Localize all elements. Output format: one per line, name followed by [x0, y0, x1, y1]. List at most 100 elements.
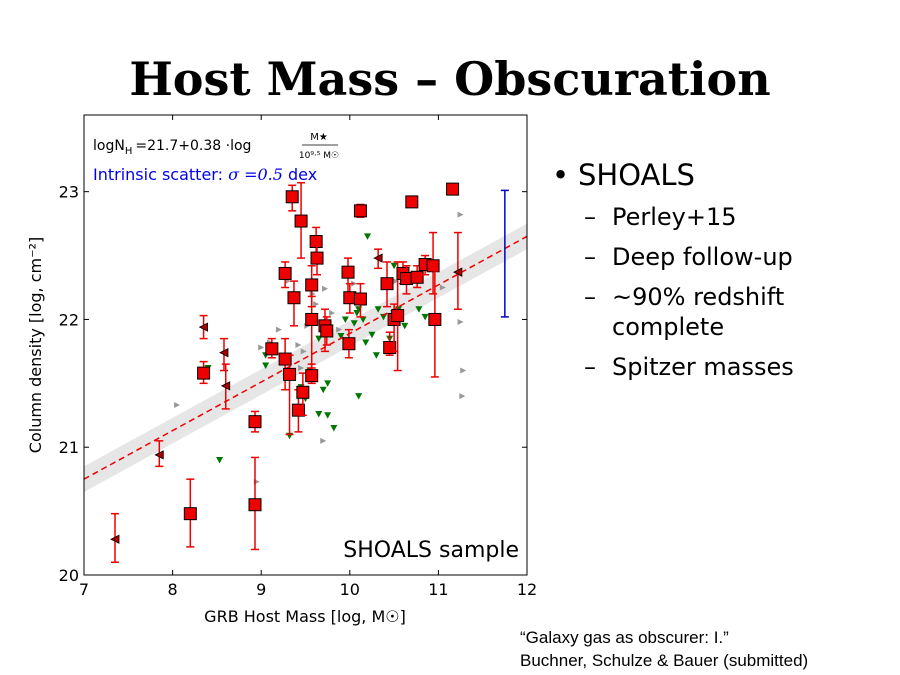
- y-tick-label: 20: [59, 566, 79, 585]
- green-limit-point: [364, 233, 372, 240]
- x-tick-label: 8: [168, 580, 178, 599]
- gray-limit-point: [298, 365, 305, 371]
- red-limit-point: [110, 534, 120, 544]
- red-detection-point: [287, 291, 301, 305]
- gray-limit-point: [275, 326, 282, 333]
- svg-text:10⁹·⁵ M☉: 10⁹·⁵ M☉: [299, 151, 339, 161]
- gray-limit-point: [313, 301, 320, 308]
- red-detection-point: [309, 235, 323, 248]
- green-limit-point: [415, 306, 423, 313]
- intrinsic-scatter-label: Intrinsic scatter: σ =0.5 dex: [93, 165, 317, 184]
- svg-text:logNH=21.7+0.38 ·log: logNH =21.7+0.38 ·log: [93, 138, 251, 157]
- gray-limit-point: [392, 278, 399, 285]
- gray-limit-point: [329, 310, 336, 317]
- y-tick-label: 22: [59, 310, 79, 329]
- red-detection-point: [310, 251, 324, 265]
- fit-equation: logNH =21.7+0.38 ·log M★ 10⁹·⁵ M☉: [93, 132, 339, 161]
- red-detection-point: [197, 366, 211, 380]
- red-detection-point: [305, 312, 319, 326]
- x-tick-label: 7: [79, 580, 89, 599]
- green-limit-point: [421, 313, 429, 321]
- sub-bullet-text: ~90% redshift complete: [612, 283, 785, 341]
- green-limit-point: [379, 313, 387, 321]
- red-detection-point: [410, 270, 424, 284]
- red-detection-point: [353, 292, 367, 306]
- red-detection-point: [426, 259, 440, 273]
- dash-icon: –: [584, 243, 596, 271]
- slide-title: Host Mass – Obscuration: [129, 52, 771, 106]
- y-tick-label: 21: [59, 438, 79, 457]
- gray-limit-point: [439, 284, 446, 291]
- red-detection-point: [248, 415, 262, 429]
- red-detection-point: [391, 309, 405, 323]
- gray-limit-point: [295, 342, 302, 348]
- sub-bullet-item: – Perley+15: [584, 202, 882, 232]
- green-limit-point: [324, 412, 332, 419]
- red-detection-point: [341, 265, 355, 279]
- sub-bullet-text: Perley+15: [612, 203, 737, 231]
- dash-icon: –: [584, 283, 596, 311]
- sub-bullet-item: – Spitzer masses: [584, 352, 882, 382]
- dash-icon: –: [584, 353, 596, 381]
- sub-bullet-text: Spitzer masses: [612, 353, 794, 381]
- red-detection-point: [265, 342, 279, 356]
- green-limit-point: [315, 411, 323, 418]
- y-tick-label: 23: [59, 183, 79, 202]
- green-limit-point: [341, 316, 349, 323]
- red-detection-point: [291, 403, 305, 417]
- red-detection-point: [278, 266, 292, 280]
- svg-text:M★: M★: [310, 132, 328, 143]
- red-limit-point: [220, 381, 231, 391]
- green-limit-point: [330, 425, 338, 432]
- gray-limit-point: [457, 319, 464, 325]
- citation-line: Buchner, Schulze & Bauer (submitted): [520, 651, 809, 670]
- green-limit-point: [359, 316, 367, 323]
- x-tick-label: 11: [428, 580, 448, 599]
- gray-limit-point: [336, 326, 343, 333]
- green-limit-point: [374, 306, 382, 313]
- red-detection-point: [320, 324, 334, 338]
- dash-icon: –: [584, 203, 596, 231]
- x-tick-label: 10: [340, 580, 360, 599]
- fit-line: [84, 235, 527, 481]
- gray-limit-point: [258, 344, 265, 351]
- bullet-item: • SHOALS: [552, 158, 882, 192]
- red-detection-point: [248, 498, 262, 512]
- red-detection-point: [183, 507, 197, 521]
- red-limit-point: [198, 322, 209, 332]
- green-limit-point: [368, 331, 376, 339]
- gray-limit-point: [320, 437, 327, 444]
- y-axis-label: Column density [log, cm⁻²]: [26, 237, 45, 453]
- sample-label: SHOALS sample: [343, 538, 519, 563]
- red-detection-point: [294, 214, 308, 228]
- red-detection-point: [278, 352, 292, 366]
- x-tick-label: 9: [256, 580, 266, 599]
- red-limit-point: [219, 348, 229, 358]
- gray-limit-point: [457, 211, 464, 218]
- red-limit-point: [452, 267, 463, 277]
- green-limit-point: [390, 262, 398, 270]
- green-limit-point: [262, 362, 270, 369]
- sub-bullet-item: – ~90% redshift complete: [584, 282, 882, 342]
- citation: “Galaxy gas as obscurer: I.” Buchner, Sc…: [520, 626, 808, 672]
- gray-limit-point: [351, 280, 358, 287]
- gray-limit-point: [459, 393, 466, 400]
- red-detection-point: [405, 195, 419, 209]
- green-limit-point: [324, 380, 332, 387]
- red-detection-point: [428, 312, 442, 326]
- green-limit-point: [362, 339, 370, 346]
- sub-bullet-item: – Deep follow-up: [584, 242, 882, 272]
- bullet-text: SHOALS: [578, 158, 695, 192]
- gray-limit-point: [321, 285, 328, 292]
- red-detection-point: [383, 341, 397, 355]
- red-detection-point: [296, 385, 310, 399]
- red-limit-point: [373, 253, 383, 263]
- red-detection-point: [446, 182, 460, 196]
- x-axis-label: GRB Host Mass [log, M☉]: [204, 607, 406, 626]
- gray-limit-point: [460, 367, 467, 374]
- green-limit-point: [372, 352, 380, 359]
- green-limit-point: [350, 320, 358, 327]
- red-detection-point: [353, 204, 367, 218]
- sub-bullet-text: Deep follow-up: [612, 243, 793, 271]
- green-limit-point: [355, 393, 363, 400]
